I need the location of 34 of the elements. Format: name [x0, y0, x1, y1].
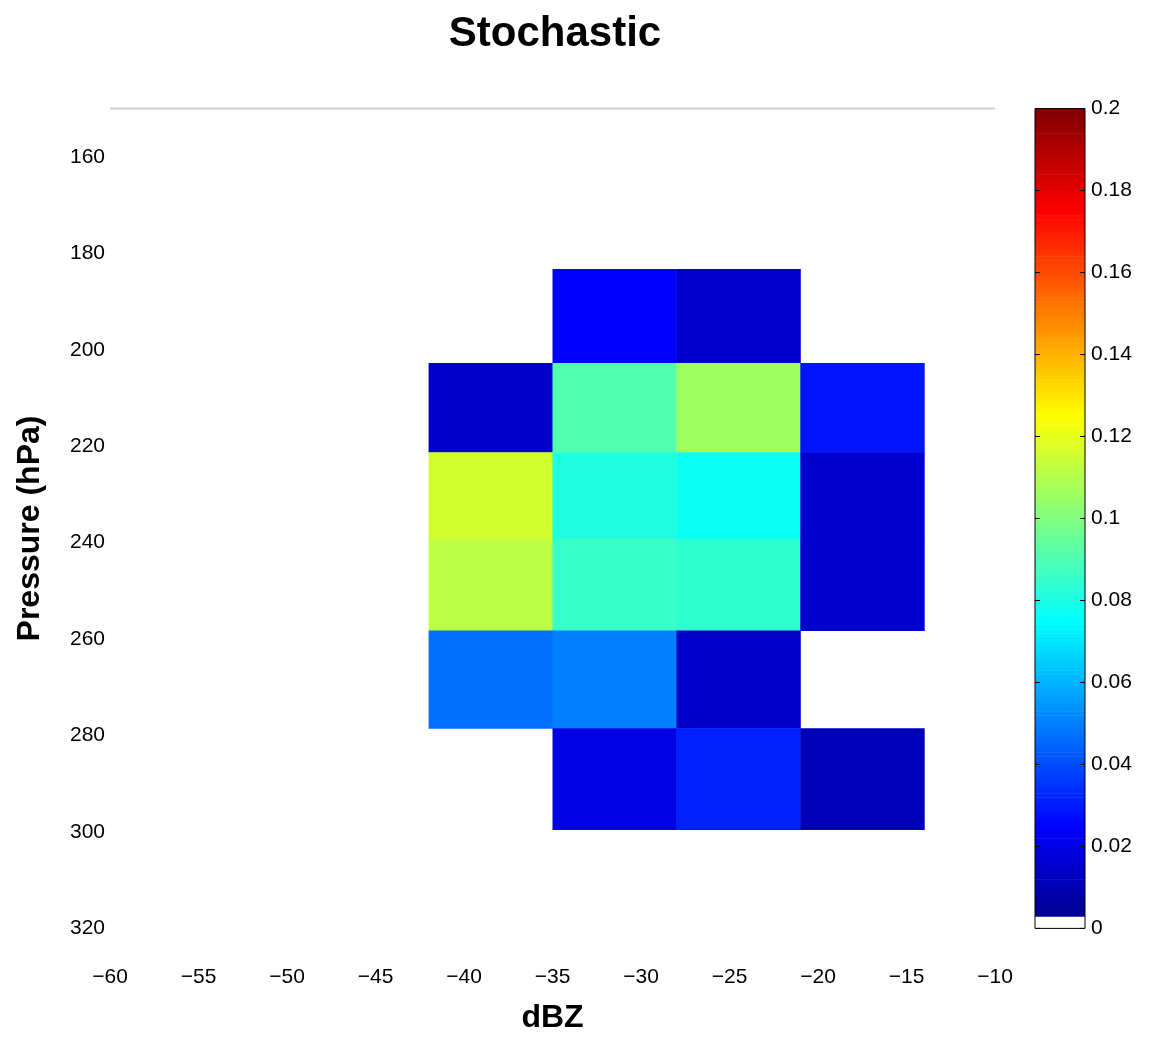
x-tick-label: −45 — [357, 963, 394, 987]
y-tick-label: 240 — [69, 529, 105, 553]
x-tick-label: −25 — [711, 963, 748, 987]
x-tick-label: −40 — [446, 963, 482, 987]
y-tick-label: 220 — [69, 432, 105, 456]
x-tick-label: −30 — [623, 963, 659, 987]
color-bar-label: 0.1 — [1091, 505, 1121, 529]
x-axis-title: dBZ — [521, 997, 584, 1034]
x-tick-label: −10 — [977, 963, 1013, 987]
x-tick-label: −60 — [92, 963, 128, 987]
y-tick-label: 320 — [69, 915, 105, 939]
color-bar-label: 0.18 — [1091, 177, 1132, 201]
color-bar-label: 0.04 — [1091, 751, 1133, 775]
y-tick-label: 260 — [69, 625, 105, 649]
color-bar-label: 0 — [1091, 915, 1103, 939]
color-bar-label: 0.16 — [1091, 259, 1132, 283]
x-tick-label: −15 — [888, 963, 925, 987]
y-tick-label: 280 — [69, 722, 105, 746]
chart-title: Stochastic — [448, 7, 662, 55]
x-tick-label: −50 — [269, 963, 305, 987]
y-tick-label: 200 — [69, 336, 105, 360]
y-tick-label: 300 — [69, 818, 105, 842]
color-bar-label: 0.12 — [1091, 423, 1132, 447]
y-tick-label: 160 — [69, 143, 105, 167]
x-tick-label: −20 — [800, 963, 836, 987]
x-tick-label: −55 — [180, 963, 217, 987]
y-tick-label: 180 — [69, 240, 105, 264]
x-tick-label: −35 — [534, 963, 571, 987]
y-axis-title: Pressure (hPa) — [9, 415, 46, 642]
color-bar-label: 0.06 — [1091, 669, 1132, 693]
color-bar-label: 0.02 — [1091, 833, 1132, 857]
color-bar-label: 0.14 — [1091, 341, 1133, 365]
color-bar-label: 0.2 — [1091, 95, 1121, 119]
color-bar-label: 0.08 — [1091, 587, 1132, 611]
